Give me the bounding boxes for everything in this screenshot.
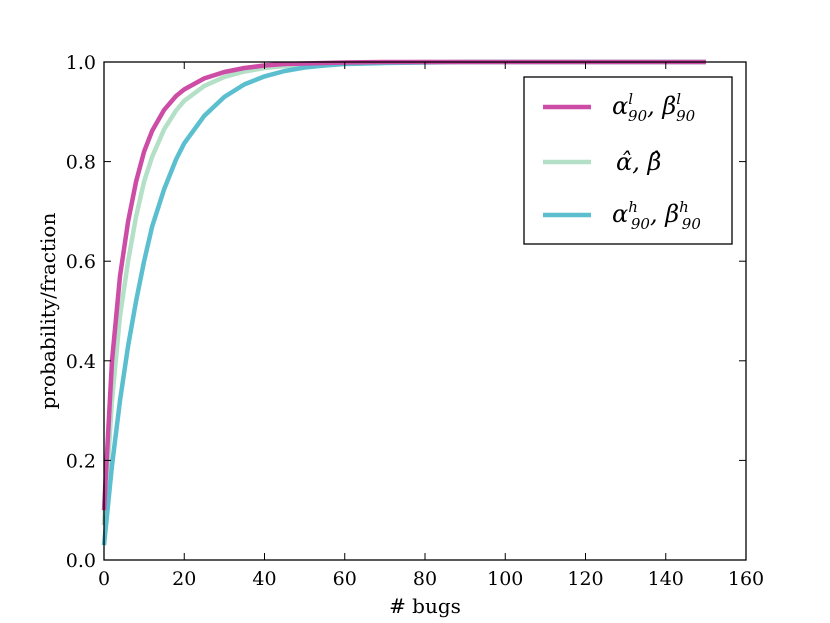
y-tick-label: 0.0	[66, 550, 96, 572]
y-tick-label: 0.2	[66, 450, 96, 472]
y-axis-ticks: 0.0 0.2 0.4 0.6 0.8 1.0	[66, 52, 746, 572]
y-axis-label: probability/fraction	[36, 213, 60, 410]
legend-label-alpha-hat: α̂, β̂	[616, 148, 661, 176]
x-tick-label: 20	[172, 568, 196, 590]
x-tick-label: 140	[648, 568, 684, 590]
y-tick-label: 0.6	[66, 251, 96, 273]
x-tick-label: 100	[487, 568, 523, 590]
x-tick-label: 120	[567, 568, 603, 590]
y-tick-label: 1.0	[66, 52, 96, 74]
y-tick-label: 0.8	[66, 152, 96, 174]
x-tick-label: 0	[98, 568, 110, 590]
x-axis-label: # bugs	[389, 594, 461, 618]
x-tick-label: 40	[252, 568, 276, 590]
y-tick-label: 0.4	[66, 351, 96, 373]
x-axis-ticks: 0 20 40 60 80 100 120 140 160	[98, 62, 764, 590]
x-tick-label: 160	[728, 568, 764, 590]
x-tick-label: 60	[333, 568, 357, 590]
legend-label-alpha-high: αh 90, βh 90	[612, 198, 701, 233]
legend: αl 90, βl 90 α̂, β̂ αh 90, βh 90	[523, 76, 733, 245]
x-tick-label: 80	[413, 568, 437, 590]
legend-label-alpha-low: αl 90, βl 90	[612, 90, 696, 125]
